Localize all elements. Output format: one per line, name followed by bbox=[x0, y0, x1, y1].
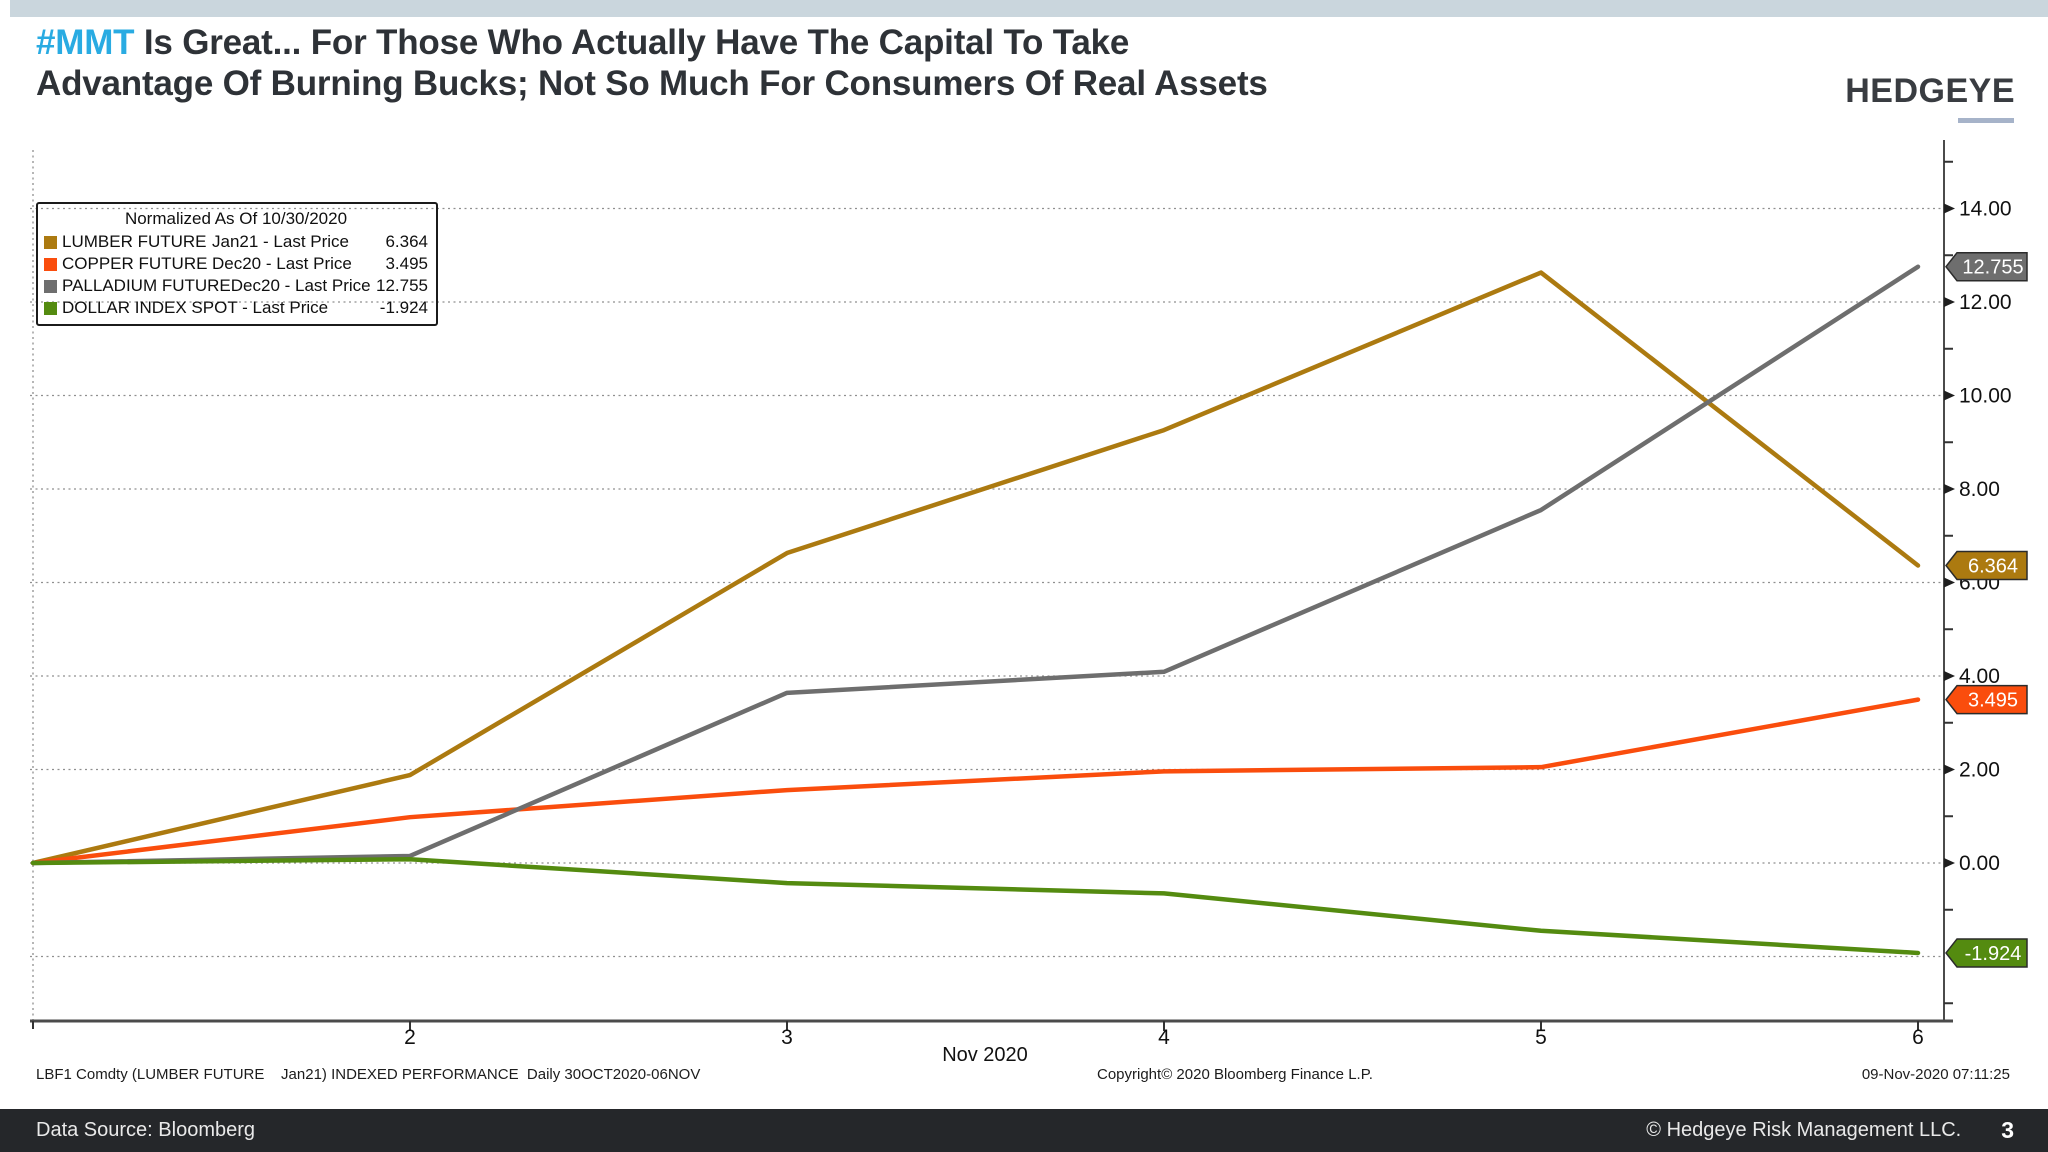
footer-copyright: © Hedgeye Risk Management LLC. bbox=[1646, 1119, 1962, 1141]
last-price-tag bbox=[1945, 550, 2028, 581]
title-hashtag: #MMT bbox=[36, 23, 135, 62]
legend-series-value: 3.495 bbox=[385, 254, 428, 273]
last-price-tag-value: -1.924 bbox=[1965, 943, 2022, 965]
title-line1-rest: Is Great... For Those Who Actually Have … bbox=[134, 23, 1130, 62]
data-source-label: Data Source: Bloomberg bbox=[36, 1119, 256, 1141]
series-line bbox=[30, 857, 1921, 956]
hedgeye-logo-underline bbox=[1958, 118, 2014, 123]
y-tick-label: 14.00 bbox=[1959, 198, 2012, 221]
footer-bar: Data Source: Bloomberg © Hedgeye Risk Ma… bbox=[0, 1109, 2048, 1152]
last-price-tag bbox=[1945, 938, 2028, 968]
legend-swatch-icon bbox=[44, 279, 57, 293]
legend-series-value: -1.924 bbox=[379, 298, 428, 317]
title-line-2: Advantage Of Burning Bucks; Not So Much … bbox=[36, 64, 1268, 103]
hedgeye-logo-text: HEDGEYE bbox=[1845, 72, 2015, 110]
x-tick-label: 3 bbox=[781, 1026, 793, 1049]
y-tick-arrow-icon bbox=[1944, 203, 1955, 214]
bloomberg-ticker-footnote: LBF1 Comdty (LUMBER FUTURE Jan21) INDEXE… bbox=[36, 1066, 701, 1083]
legend-title: Normalized As Of 10/30/2020 bbox=[124, 209, 348, 228]
y-tick-arrow-icon bbox=[1944, 577, 1955, 588]
legend-series-value: 12.755 bbox=[376, 276, 428, 295]
last-price-tag-value: 3.495 bbox=[1968, 690, 2018, 712]
legend-series-name: LUMBER FUTURE bbox=[62, 232, 207, 251]
legend-swatch-icon bbox=[44, 235, 57, 249]
page-title: #MMT Is Great... For Those Who Actually … bbox=[36, 22, 1268, 104]
last-price-tag bbox=[1945, 684, 2028, 715]
x-tick-label: 4 bbox=[1158, 1026, 1170, 1049]
y-tick-label: 0.00 bbox=[1959, 852, 2000, 875]
y-tick-arrow-icon bbox=[1944, 484, 1955, 494]
series-line bbox=[30, 264, 1921, 866]
legend-swatch-icon bbox=[44, 257, 57, 271]
legend-rows: LUMBER FUTURE Jan21 - Last Price 6.364 COPP… bbox=[44, 231, 428, 319]
y-tick-label: 12.00 bbox=[1959, 291, 2012, 314]
legend-series-value: 6.364 bbox=[385, 232, 428, 251]
legend-item: LUMBER FUTURE Jan21 - Last Price 6.364 bbox=[44, 231, 428, 253]
x-tick-label: 5 bbox=[1535, 1026, 1547, 1049]
x-tick-label: 2 bbox=[404, 1026, 416, 1049]
legend-series-detail: Dec20 - Last Price bbox=[212, 254, 352, 273]
y-tick-arrow-icon bbox=[1944, 390, 1955, 401]
chart-timestamp: 09-Nov-2020 07:11:25 bbox=[1861, 1066, 2010, 1083]
legend-item: DOLLAR INDEX SPOT - Last Price -1.924 bbox=[44, 297, 428, 319]
y-tick-label: 8.00 bbox=[1959, 478, 2000, 501]
y-tick-arrow-icon bbox=[1944, 297, 1955, 307]
series-line bbox=[30, 697, 1921, 866]
legend-series-name: PALLADIUM FUTURE bbox=[62, 276, 231, 295]
legend-item: PALLADIUM FUTURE Dec20 - Last Price 12.755 bbox=[44, 275, 428, 297]
legend-series-detail: Jan21 - Last Price bbox=[212, 232, 350, 251]
y-tick-arrow-icon bbox=[1944, 858, 1955, 868]
x-axis-title: Nov 2020 bbox=[942, 1044, 1028, 1066]
chart-legend: Normalized As Of 10/30/2020 LUMBER FUTUR… bbox=[36, 202, 438, 326]
legend-series-name: COPPER FUTURE bbox=[62, 254, 208, 273]
last-price-tag-value: 12.755 bbox=[1962, 257, 2023, 279]
last-price-tag-value: 6.364 bbox=[1968, 555, 2018, 577]
last-price-tag bbox=[1945, 251, 2028, 282]
legend-item: COPPER FUTURE Dec20 - Last Price 3.495 bbox=[44, 253, 428, 275]
bloomberg-copyright-footnote: Copyright© 2020 Bloomberg Finance L.P. bbox=[1097, 1066, 1373, 1083]
series-line bbox=[30, 270, 1921, 866]
page-number: 3 bbox=[2001, 1117, 2014, 1143]
top-accent-bar bbox=[10, 0, 2048, 17]
y-tick-arrow-icon bbox=[1944, 764, 1955, 775]
y-tick-arrow-icon bbox=[1944, 671, 1955, 681]
title-line-1: #MMT Is Great... For Those Who Actually … bbox=[36, 22, 1268, 63]
y-tick-label: 10.00 bbox=[1959, 385, 2012, 408]
hedgeye-logo: HEDGEYE bbox=[1845, 72, 2015, 123]
legend-series-detail: Dec20 - Last Price bbox=[230, 276, 371, 295]
legend-swatch-icon bbox=[44, 301, 57, 315]
y-tick-label: 4.00 bbox=[1959, 665, 2000, 688]
x-tick-label: 6 bbox=[1912, 1026, 1924, 1049]
legend-series-name: DOLLAR INDEX SPOT - Last Price bbox=[62, 298, 329, 317]
y-tick-label: 2.00 bbox=[1959, 759, 2000, 782]
